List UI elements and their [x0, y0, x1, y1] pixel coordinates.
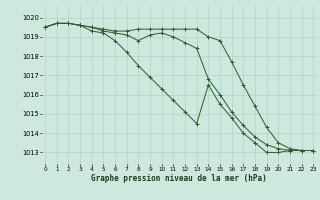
X-axis label: Graphe pression niveau de la mer (hPa): Graphe pression niveau de la mer (hPa): [91, 174, 267, 183]
